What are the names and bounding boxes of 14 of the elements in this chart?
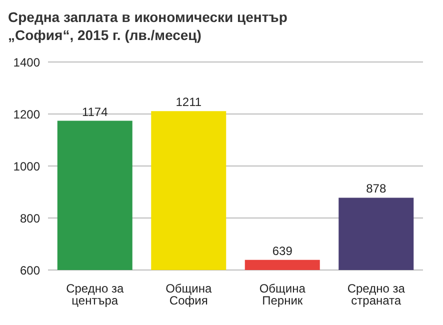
x-tick-label: Средно за страната	[347, 282, 406, 308]
chart-title: Средна заплата в икономически център „София“, 2015 г. (лв./месец)	[8, 8, 288, 44]
x-tick-label: Община Перник	[259, 282, 306, 308]
y-tick-label: 600	[20, 263, 40, 278]
y-tick-label: 800	[20, 211, 40, 226]
data-label: 1211	[176, 95, 202, 110]
y-tick-label: 1400	[13, 55, 40, 70]
x-tick-label: Средно за центъра	[66, 282, 124, 308]
data-label: 878	[366, 182, 386, 196]
y-tick-label: 1200	[13, 107, 40, 122]
data-label: 1174	[82, 104, 108, 119]
x-tick-label: Община София	[166, 282, 212, 308]
y-tick-label: 1000	[13, 159, 40, 174]
data-label: 639	[272, 244, 293, 258]
